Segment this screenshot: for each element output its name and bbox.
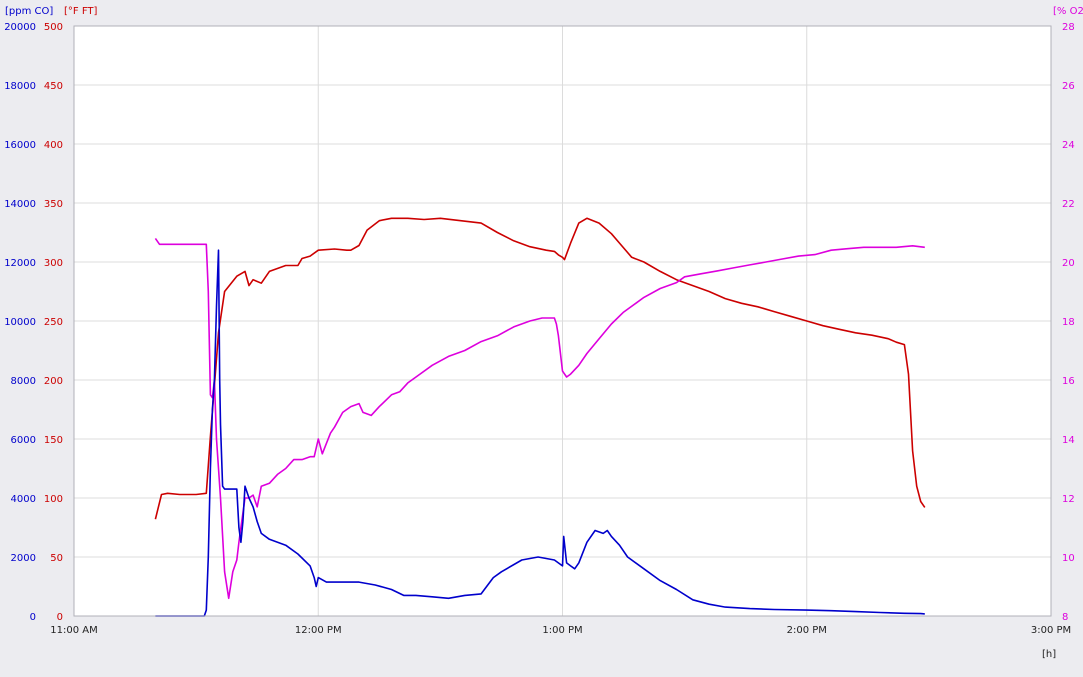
temp-tick-label: 300: [44, 258, 63, 269]
o2-tick-label: 20: [1062, 258, 1075, 269]
o2-tick-label: 8: [1062, 612, 1068, 623]
co-tick-label: 6000: [11, 435, 36, 446]
temp-axis-label: [°F FT]: [64, 6, 98, 17]
temp-tick-label: 100: [44, 494, 63, 505]
o2-tick-label: 16: [1062, 376, 1075, 387]
x-tick-label: 11:00 AM: [50, 625, 97, 636]
x-tick-label: 12:00 PM: [295, 625, 342, 636]
co-tick-label: 10000: [4, 317, 36, 328]
co-tick-label: 8000: [11, 376, 36, 387]
co-series-line: [155, 249, 925, 617]
temp-tick-label: 0: [57, 612, 63, 623]
plot-frame: [73, 25, 1052, 617]
o2-tick-label: 24: [1062, 140, 1075, 151]
temp-tick-label: 200: [44, 376, 63, 387]
o2-tick-label: 26: [1062, 81, 1075, 92]
x-tick-label: 2:00 PM: [787, 625, 827, 636]
temp-series-line: [154, 217, 926, 520]
grid: [74, 26, 1051, 616]
o2-tick-label: 22: [1062, 199, 1075, 210]
o2-tick-label: 12: [1062, 494, 1075, 505]
co-tick-label: 2000: [11, 553, 36, 564]
temp-tick-label: 450: [44, 81, 63, 92]
series-layer: [154, 217, 926, 617]
temp-tick-label: 400: [44, 140, 63, 151]
o2-axis-label: [% O2: [1053, 6, 1083, 17]
o2-tick-label: 10: [1062, 553, 1075, 564]
o2-series-line: [154, 237, 925, 600]
temp-tick-label: 250: [44, 317, 63, 328]
x-tick-label: 3:00 PM: [1031, 625, 1071, 636]
x-tick-label: 1:00 PM: [542, 625, 582, 636]
co-tick-label: 0: [30, 612, 36, 623]
co-tick-label: 14000: [4, 199, 36, 210]
co-tick-label: 12000: [4, 258, 36, 269]
temp-tick-label: 500: [44, 22, 63, 33]
co-tick-label: 18000: [4, 81, 36, 92]
o2-tick-label: 14: [1062, 435, 1075, 446]
axes: [ppm CO] [°F FT] [% O2 [h] 0200040006000…: [4, 6, 1083, 660]
x-axis-unit-label: [h]: [1042, 649, 1056, 660]
co-tick-label: 16000: [4, 140, 36, 151]
temp-tick-label: 50: [50, 553, 63, 564]
co-tick-label: 20000: [4, 22, 36, 33]
o2-tick-label: 18: [1062, 317, 1075, 328]
temp-tick-label: 150: [44, 435, 63, 446]
co-axis-label: [ppm CO]: [5, 6, 53, 17]
temp-tick-label: 350: [44, 199, 63, 210]
co-tick-label: 4000: [11, 494, 36, 505]
o2-tick-label: 28: [1062, 22, 1075, 33]
